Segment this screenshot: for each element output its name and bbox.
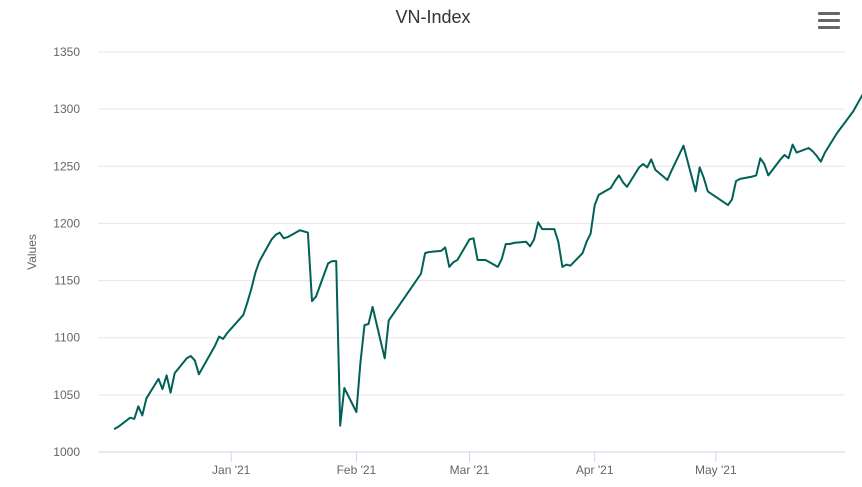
y-axis-ticks: 1000 1050 1100 1150 1200 1250 1300 1350 [53, 45, 80, 459]
series-layer [113, 86, 862, 430]
y-tick-label: 1000 [53, 445, 80, 459]
chart-title: VN-Index [395, 7, 470, 27]
y-tick-label: 1350 [53, 45, 80, 59]
x-tick-label: Jan '21 [212, 463, 251, 477]
y-tick-label: 1250 [53, 159, 80, 173]
hamburger-menu-icon[interactable] [818, 12, 842, 34]
x-tick-label: Apr '21 [576, 463, 614, 477]
x-tick-label: Feb '21 [337, 463, 377, 477]
x-axis-ticks: Jan '21 Feb '21 Mar '21 Apr '21 May '21 [212, 452, 737, 477]
y-tick-label: 1100 [54, 331, 80, 345]
y-axis-label: Values [25, 234, 39, 270]
grid-lines [98, 51, 845, 396]
series-line[interactable] [113, 86, 862, 430]
y-tick-label: 1050 [53, 388, 80, 402]
y-tick-label: 1300 [53, 102, 80, 116]
x-tick-label: May '21 [695, 463, 737, 477]
y-tick-label: 1150 [54, 274, 80, 288]
x-tick-label: Mar '21 [450, 463, 490, 477]
y-tick-label: 1200 [53, 216, 80, 230]
